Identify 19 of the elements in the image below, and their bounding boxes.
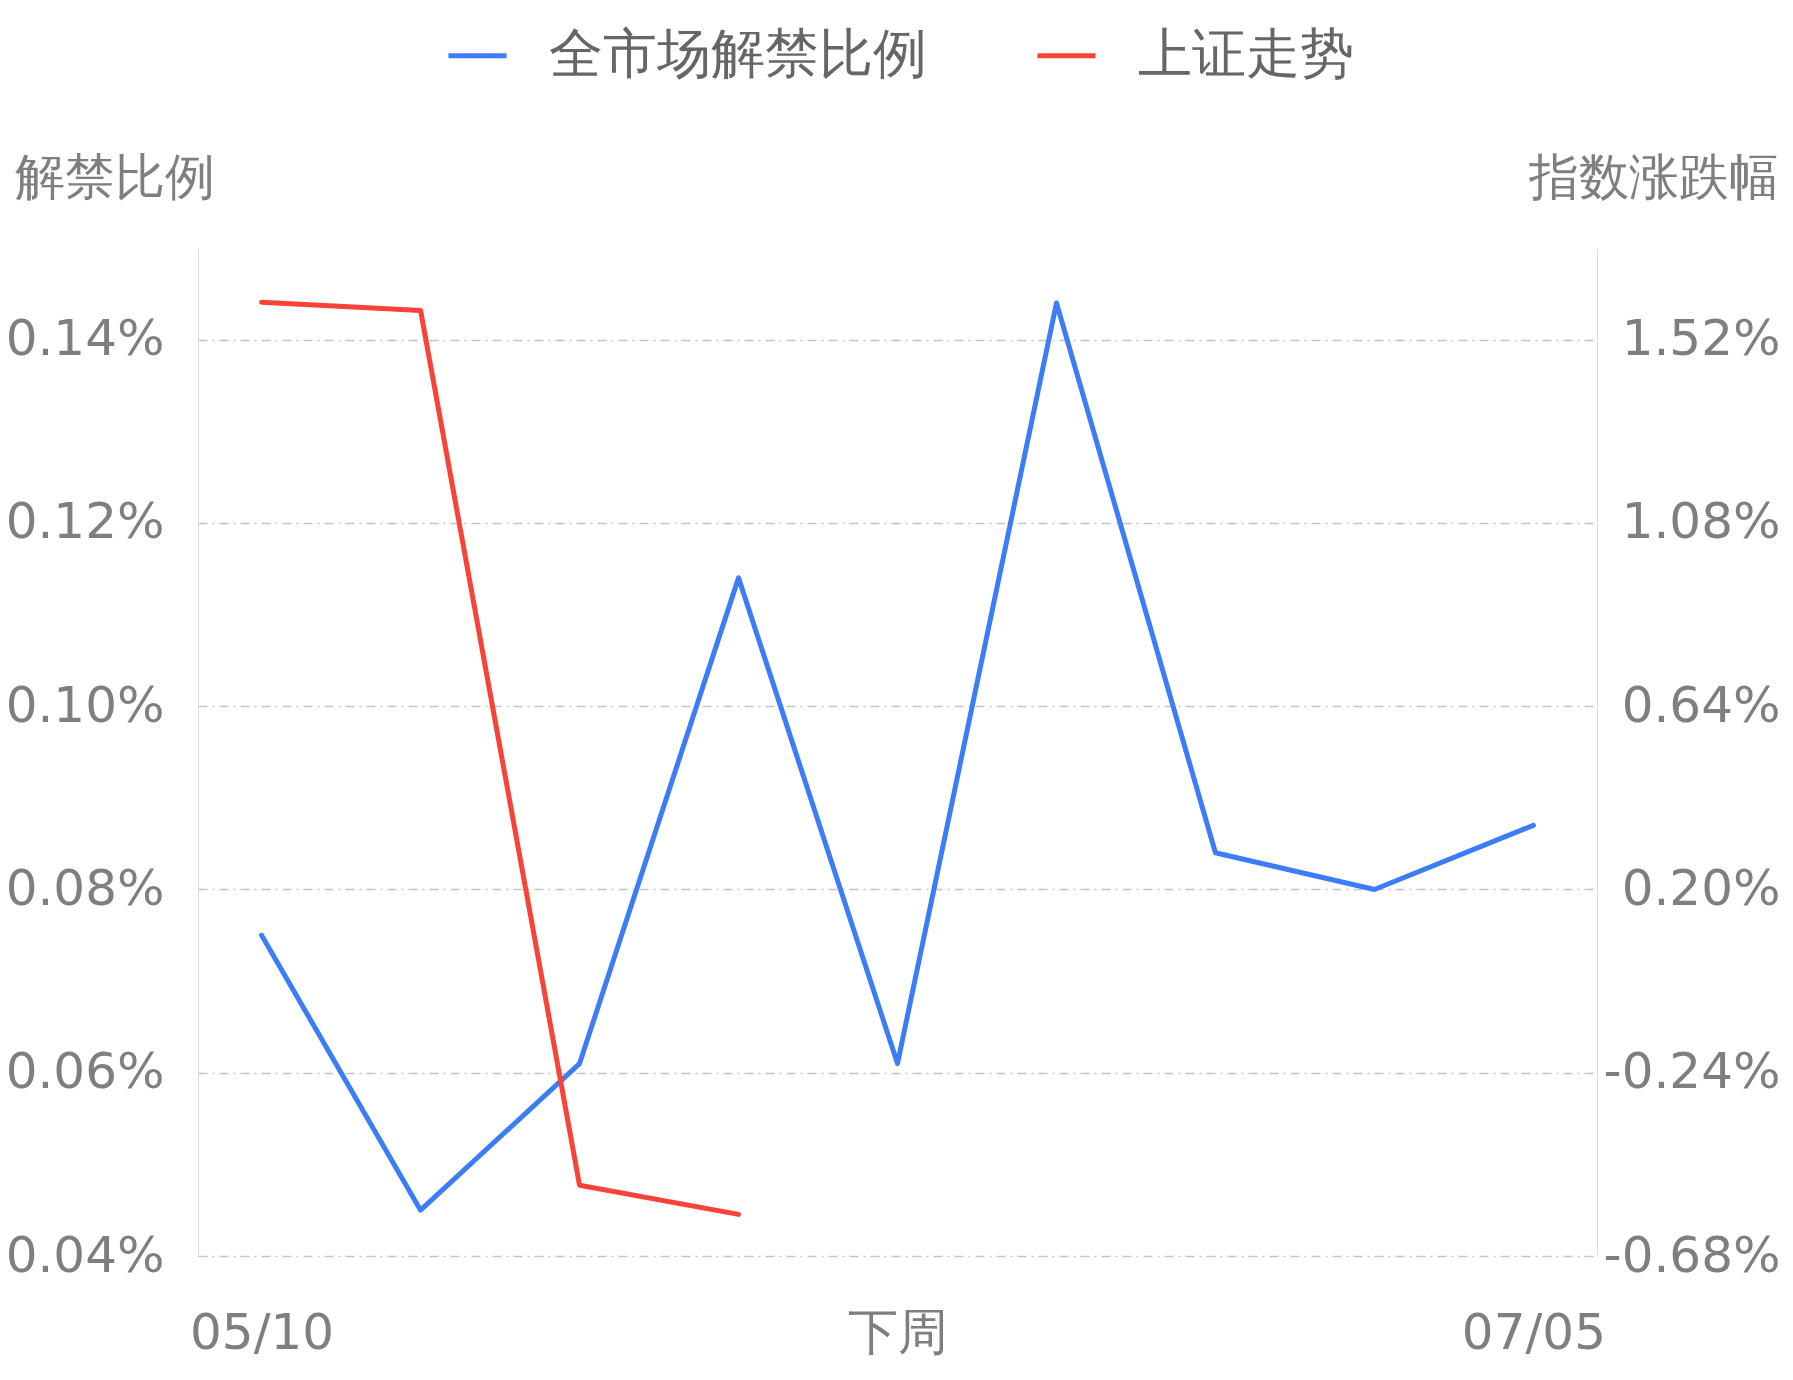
y-tick-label: 0.10% <box>5 675 165 734</box>
legend-label: 全市场解禁比例 <box>549 21 927 85</box>
y-tick-label: 0.04% <box>5 1225 165 1284</box>
y-tick-label: 0.14% <box>5 309 165 368</box>
y2-tick-label: 1.08% <box>1621 492 1781 551</box>
y2-tick-label: -0.68% <box>1603 1225 1781 1284</box>
legend-label: 上证走势 <box>1138 21 1354 85</box>
y-tick-label: 0.08% <box>5 858 165 917</box>
y2-tick-label: -0.24% <box>1603 1042 1781 1101</box>
x-tick-label: 05/10 <box>190 1302 335 1361</box>
x-tick-label: 07/05 <box>1461 1302 1606 1361</box>
y-axis-title: 解禁比例 <box>14 147 215 206</box>
y2-axis-title: 指数涨跌幅 <box>1527 147 1779 206</box>
y-tick-label: 0.12% <box>5 492 165 551</box>
x-tick-label: 下周 <box>848 1302 948 1361</box>
y2-tick-label: 0.64% <box>1621 675 1781 734</box>
y-tick-label: 0.06% <box>5 1042 165 1101</box>
y2-tick-label: 0.20% <box>1621 858 1781 917</box>
y2-tick-label: 1.52% <box>1621 309 1781 368</box>
